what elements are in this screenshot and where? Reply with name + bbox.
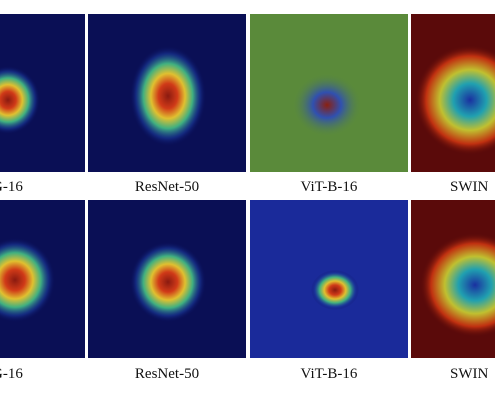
heat-blob <box>292 73 362 137</box>
heat-blob <box>130 46 206 146</box>
caption: G-16 <box>0 366 23 382</box>
heat-blob <box>420 233 495 337</box>
caption: ResNet-50 <box>135 179 199 195</box>
heat-blob <box>130 242 206 322</box>
caption: ViT-B-16 <box>301 366 358 382</box>
heat-blob <box>0 66 40 134</box>
caption: SWIN <box>450 366 488 382</box>
captions: G-16 ResNet-50 ViT-B-16 SWIN G-16 ResNet… <box>0 179 488 382</box>
heat-blob <box>415 45 495 155</box>
caption: G-16 <box>0 179 23 195</box>
heatmaps <box>0 14 495 358</box>
caption: ViT-B-16 <box>301 179 358 195</box>
caption: ResNet-50 <box>135 366 199 382</box>
heat-blob <box>311 270 359 310</box>
heat-blob <box>0 238 55 322</box>
caption: SWIN <box>450 179 488 195</box>
